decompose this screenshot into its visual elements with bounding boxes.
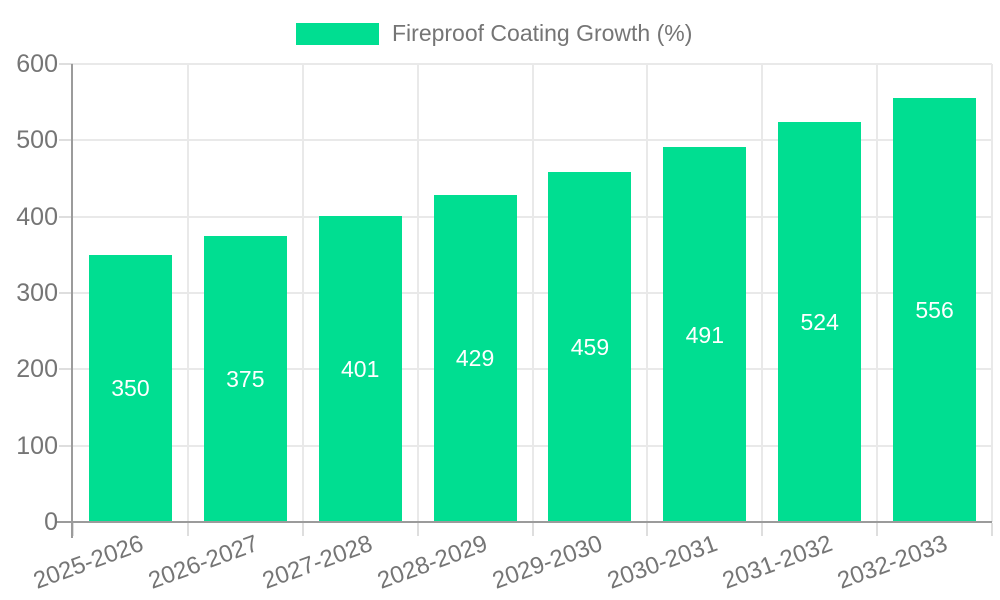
- y-axis-tick-label: 300: [16, 279, 58, 307]
- x-gridline: [416, 64, 419, 522]
- bar-value-label: 491: [685, 321, 724, 348]
- y-axis-line: [71, 64, 73, 538]
- y-tick-mark: [59, 139, 73, 142]
- bar-value-label: 401: [341, 355, 380, 382]
- x-tick-mark: [991, 523, 993, 536]
- bar: [778, 122, 862, 522]
- y-axis-tick-label: 100: [16, 431, 58, 460]
- bar-value-label: 429: [455, 345, 495, 372]
- bar-value-label: 459: [570, 333, 610, 360]
- x-gridline: [761, 64, 764, 522]
- bar: [88, 254, 172, 522]
- x-tick-mark: [186, 523, 189, 536]
- legend-label: Fireproof Coating Growth (%): [392, 20, 693, 46]
- y-axis-tick-label: 400: [16, 202, 58, 231]
- x-axis-tick-label: 2027-2028: [259, 530, 377, 595]
- bar: [318, 215, 402, 522]
- bar-value-label: 556: [915, 296, 954, 323]
- y-tick-mark: [59, 444, 73, 447]
- x-gridline: [876, 64, 879, 522]
- x-axis-line: [55, 521, 992, 523]
- x-tick-mark: [531, 523, 534, 536]
- x-axis-tick-label: 2031-2032: [718, 530, 836, 595]
- legend-item[interactable]: Fireproof Coating Growth (%): [296, 20, 692, 47]
- x-axis-tick-label: 2030-2031: [603, 530, 722, 595]
- bar: [663, 147, 747, 522]
- y-tick-mark: [59, 368, 73, 371]
- bar: [433, 194, 517, 522]
- x-tick-mark: [301, 523, 304, 536]
- x-gridline: [186, 64, 189, 522]
- y-tick-mark: [59, 63, 73, 65]
- x-tick-mark: [761, 523, 764, 536]
- x-axis-tick-label: 2032-2033: [833, 530, 951, 595]
- y-tick-mark: [59, 292, 73, 294]
- x-axis-tick-label: 2029-2030: [489, 530, 607, 595]
- bar: [893, 97, 977, 522]
- bar-value-label: 350: [111, 375, 150, 402]
- bar-value-label: 375: [226, 365, 265, 392]
- y-axis-tick-label: 500: [16, 126, 58, 155]
- bar-value-label: 524: [800, 309, 839, 335]
- x-gridline: [531, 64, 534, 522]
- bar: [203, 235, 287, 522]
- legend-swatch: [296, 22, 379, 45]
- x-tick-mark: [72, 523, 74, 536]
- x-gridline: [301, 64, 304, 522]
- y-axis-tick-label: 200: [16, 355, 58, 384]
- x-tick-mark: [876, 523, 879, 536]
- x-gridline: [991, 64, 993, 522]
- x-gridline: [646, 64, 649, 522]
- y-axis-tick-label: 0: [44, 508, 58, 536]
- x-tick-mark: [646, 523, 649, 536]
- x-axis-tick-label: 2025-2026: [29, 530, 147, 595]
- x-axis-tick-label: 2026-2027: [144, 530, 262, 595]
- y-axis-tick-label: 600: [16, 50, 58, 78]
- bar: [548, 171, 632, 522]
- y-tick-mark: [59, 215, 73, 218]
- x-tick-mark: [416, 523, 419, 536]
- x-axis-tick-label: 2028-2029: [374, 530, 492, 595]
